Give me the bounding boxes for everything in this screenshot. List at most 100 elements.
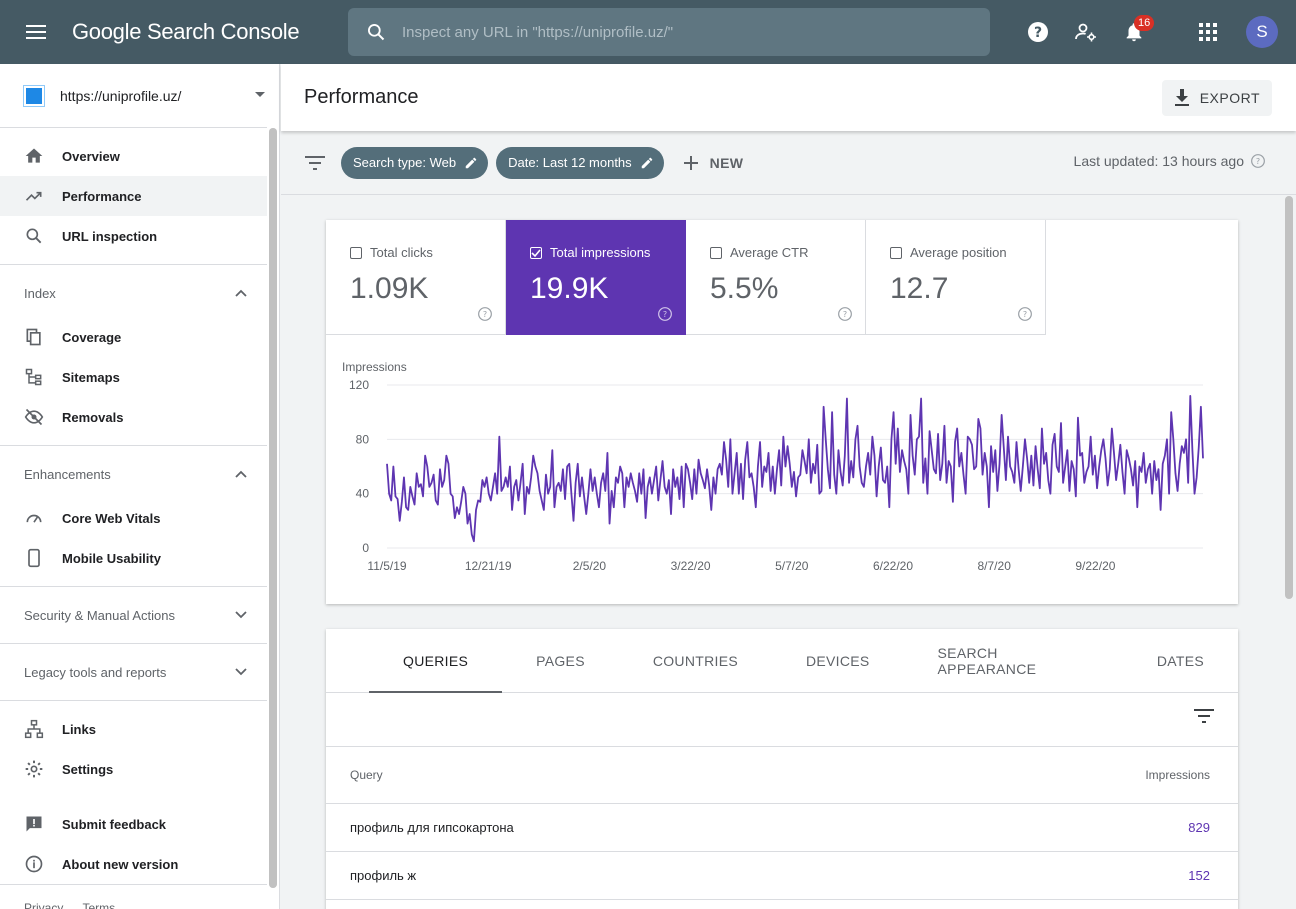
help-outline-icon[interactable]: ?	[477, 306, 493, 322]
sidebar-item-about-new-version[interactable]: About new version	[0, 844, 267, 884]
sidebar-item-settings[interactable]: Settings	[0, 749, 267, 789]
impressions-chart: Impressions 0 40 80 120 11/5/19 12/21/19 2/5/20…	[326, 335, 1238, 605]
metric-tile[interactable]: Total impressions 19.9K?	[506, 220, 686, 335]
metric-value: 1.09K	[350, 272, 429, 305]
column-header-impressions[interactable]: Impressions	[1145, 768, 1210, 782]
sidebar-item-label: URL inspection	[62, 228, 158, 244]
sidebar-item-overview[interactable]: Overview	[0, 136, 267, 176]
metric-tile[interactable]: Total clicks 1.09K?	[326, 220, 506, 335]
help-outline-icon[interactable]: ?	[837, 306, 853, 322]
plus-icon	[683, 155, 698, 170]
sidebar-item-coverage[interactable]: Coverage	[0, 317, 267, 357]
search-icon	[26, 228, 42, 244]
tab-search-appearance[interactable]: SEARCH APPEARANCE	[937, 645, 1037, 677]
user-settings-icon	[1075, 23, 1096, 42]
x-tick-label: 6/22/20	[873, 559, 913, 573]
tab-queries[interactable]: QUERIES	[369, 629, 503, 693]
section-title: Enhancements	[24, 466, 111, 482]
notifications-button[interactable]: 16	[1110, 8, 1158, 56]
hamburger-icon	[26, 25, 46, 39]
account-avatar[interactable]: S	[1246, 16, 1278, 48]
property-favicon	[23, 84, 45, 107]
new-filter-button[interactable]: NEW	[683, 155, 744, 171]
sidebar: https://uniprofile.uz/ Overview Performa…	[0, 64, 280, 909]
metric-tile[interactable]: Average CTR 5.5%?	[686, 220, 866, 335]
terms-link[interactable]: Terms	[82, 901, 116, 909]
sidebar-item-label: Settings	[62, 761, 114, 777]
export-button[interactable]: EXPORT	[1161, 79, 1272, 116]
download-icon	[1174, 88, 1189, 106]
apps-button[interactable]	[1184, 8, 1232, 56]
date-range-chip[interactable]: Date: Last 12 months	[496, 146, 664, 179]
main-menu-button[interactable]	[0, 0, 72, 64]
sidebar-item-submit-feedback[interactable]: Submit feedback	[0, 804, 267, 844]
checkbox-icon[interactable]	[890, 246, 902, 259]
sidebar-item-performance[interactable]: Performance	[0, 176, 267, 216]
help-outline-icon[interactable]: ?	[657, 306, 673, 322]
section-toggle-security[interactable]: Security & Manual Actions	[0, 587, 267, 643]
tab-countries[interactable]: COUNTRIES	[652, 653, 738, 669]
section-toggle-legacy[interactable]: Legacy tools and reports	[0, 644, 267, 700]
checkbox-icon[interactable]	[530, 246, 542, 259]
section-toggle-enhancements[interactable]: Enhancements	[0, 446, 267, 502]
x-tick-label: 11/5/19	[367, 559, 406, 573]
main-content: Performance EXPORT Search type: Web Date…	[281, 64, 1296, 909]
page-header: Performance EXPORT	[281, 64, 1296, 131]
chip-label: Date: Last 12 months	[508, 155, 632, 170]
edit-icon	[465, 157, 477, 168]
y-axis-label: Impressions	[342, 360, 407, 374]
metric-label: Average position	[910, 245, 1007, 260]
sidebar-item-links[interactable]: Links	[0, 709, 267, 749]
help-button[interactable]: ?	[1014, 8, 1062, 56]
sidebar-section-enhancements: Enhancements Core Web Vitals Mobile Usab…	[0, 445, 267, 586]
section-toggle-index[interactable]: Index	[0, 265, 267, 321]
sidebar-item-label: Overview	[62, 148, 120, 164]
tab-pages[interactable]: PAGES	[536, 653, 585, 669]
tab-dates[interactable]: DATES	[1156, 653, 1204, 669]
sidebar-item-sitemaps[interactable]: Sitemaps	[0, 357, 267, 397]
metric-value: 19.9K	[530, 272, 609, 305]
table-row[interactable]: профиль для гипсокартона 829	[326, 804, 1238, 852]
app-logo[interactable]: Google Search Console	[72, 19, 300, 44]
sidebar-item-removals[interactable]: Removals	[0, 397, 267, 437]
main-scrollbar[interactable]	[1285, 196, 1293, 909]
sidebar-item-label: Removals	[62, 409, 124, 425]
table-filter-icon[interactable]	[1194, 709, 1214, 723]
section-title: Security & Manual Actions	[24, 607, 176, 623]
x-tick-label: 5/7/20	[775, 559, 809, 573]
checkbox-icon[interactable]	[350, 246, 362, 259]
url-inspect-search[interactable]	[348, 8, 990, 56]
help-outline-icon[interactable]: ?	[1250, 153, 1266, 169]
filter-bar: Search type: Web Date: Last 12 months NE…	[281, 131, 1296, 195]
export-label: EXPORT	[1199, 89, 1260, 106]
tab-devices[interactable]: DEVICES	[805, 653, 870, 669]
search-type-chip[interactable]: Search type: Web	[341, 146, 489, 179]
url-inspect-input[interactable]	[402, 23, 962, 41]
x-tick-label: 2/5/20	[573, 559, 607, 573]
sidebar-item-mobile-usability[interactable]: Mobile Usability	[0, 538, 267, 578]
sidebar-item-url-inspection[interactable]: URL inspection	[0, 216, 267, 256]
manage-users-button[interactable]	[1062, 8, 1110, 56]
trending-up-icon	[25, 191, 42, 201]
sidebar-section-index: Index Coverage Sitemaps Removals	[0, 264, 267, 445]
sidebar-item-core-web-vitals[interactable]: Core Web Vitals	[0, 498, 267, 538]
metric-label: Total impressions	[550, 245, 651, 260]
checkbox-icon[interactable]	[710, 246, 722, 259]
sidebar-item-label: Coverage	[62, 329, 122, 345]
help-outline-icon[interactable]: ?	[1017, 306, 1033, 322]
sidebar-scrollbar[interactable]	[269, 128, 277, 888]
sidebar-item-label: About new version	[62, 856, 179, 872]
metric-tile[interactable]: Average position 12.7?	[866, 220, 1046, 335]
property-selector[interactable]: https://uniprofile.uz/	[0, 64, 267, 128]
privacy-link[interactable]: Privacy	[24, 901, 64, 909]
table-row[interactable]: профиль ж 152	[326, 852, 1238, 900]
apps-grid-icon	[1199, 23, 1217, 41]
home-icon	[25, 148, 43, 163]
links-icon	[24, 719, 44, 739]
header-actions: ? 16 S	[1014, 0, 1296, 64]
column-header-query[interactable]: Query	[350, 768, 383, 782]
sidebar-item-label: Submit feedback	[62, 816, 167, 832]
impressions-cell: 829	[1188, 820, 1210, 835]
sidebar-section-links-settings: Links Settings Submit feedback About new…	[0, 700, 267, 884]
filter-icon[interactable]	[305, 155, 325, 170]
